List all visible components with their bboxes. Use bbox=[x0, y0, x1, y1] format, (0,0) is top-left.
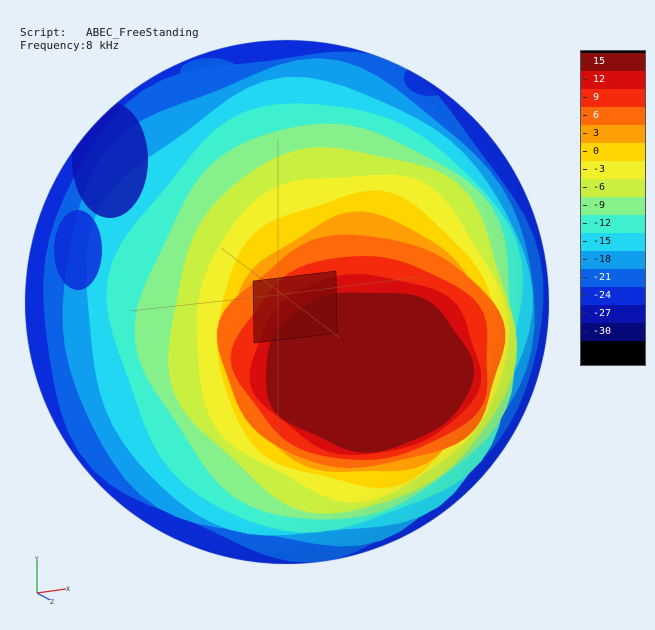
axis-x-label: X bbox=[66, 586, 70, 593]
color-legend: 15 12 9 6 3 0 -3 -6 -9 -12 -15 -18 -21 -24 -27 -30 bbox=[580, 50, 646, 366]
legend-tick bbox=[583, 187, 587, 188]
legend-level-label: -12 bbox=[593, 218, 612, 229]
legend-level: -18 bbox=[581, 251, 645, 269]
legend-level-label: 0 bbox=[593, 146, 600, 157]
legend-tick bbox=[583, 169, 587, 170]
legend-tick bbox=[583, 151, 587, 152]
legend-tick bbox=[583, 133, 587, 134]
frequency-label: Frequency: bbox=[20, 39, 87, 52]
legend-level-label: -3 bbox=[593, 164, 606, 175]
axis-triad: Y X Z bbox=[34, 556, 70, 606]
info-panel: Script: ABEC_FreeStanding Frequency:8 kHz bbox=[20, 26, 199, 52]
script-line: Script: ABEC_FreeStanding bbox=[20, 26, 199, 39]
legend-level: -27 bbox=[581, 305, 645, 323]
legend-level: 6 bbox=[581, 107, 645, 125]
legend-tick bbox=[583, 313, 587, 314]
legend-level: -21 bbox=[581, 269, 645, 287]
legend-level-label: 15 bbox=[593, 56, 606, 67]
legend-tick bbox=[583, 223, 587, 224]
axis-y-label: Y bbox=[34, 556, 39, 563]
legend-level: 12 bbox=[581, 71, 645, 89]
legend-level: -30 bbox=[581, 323, 645, 341]
legend-tick bbox=[583, 259, 587, 260]
legend-tick bbox=[583, 61, 587, 62]
legend-level: -6 bbox=[581, 179, 645, 197]
legend-level-label: 9 bbox=[593, 92, 600, 103]
legend-level: 0 bbox=[581, 143, 645, 161]
legend-level-label: -15 bbox=[593, 236, 612, 247]
legend-level-label: 3 bbox=[593, 128, 600, 139]
legend-level: -15 bbox=[581, 233, 645, 251]
script-label: Script: bbox=[20, 26, 67, 39]
axis-z-label: Z bbox=[50, 599, 54, 606]
legend-tick bbox=[583, 97, 587, 98]
legend-level-label: -6 bbox=[593, 182, 606, 193]
model-axes bbox=[129, 140, 429, 448]
legend-tick bbox=[583, 115, 587, 116]
legend-level: 9 bbox=[581, 89, 645, 107]
legend-level-label: 12 bbox=[593, 74, 606, 85]
legend-level: -24 bbox=[581, 287, 645, 305]
legend-level: 15 bbox=[581, 53, 645, 71]
legend-level-label: 6 bbox=[593, 110, 600, 121]
legend-level: 3 bbox=[581, 125, 645, 143]
legend-level: -3 bbox=[581, 161, 645, 179]
script-value: ABEC_FreeStanding bbox=[86, 26, 199, 39]
legend-level: -9 bbox=[581, 197, 645, 215]
frequency-value: 8 kHz bbox=[86, 39, 120, 52]
legend-level-label: -27 bbox=[593, 308, 612, 319]
legend-level-label: -18 bbox=[593, 254, 612, 265]
driver-box bbox=[252, 270, 338, 344]
legend-level-label: -30 bbox=[593, 326, 612, 337]
legend-tick bbox=[583, 79, 587, 80]
frequency-line: Frequency:8 kHz bbox=[20, 39, 199, 52]
sphere-outline bbox=[24, 39, 550, 565]
legend-tick bbox=[583, 331, 587, 332]
legend-level-label: -9 bbox=[593, 200, 606, 211]
legend-tick bbox=[583, 241, 587, 242]
legend-level-label: -24 bbox=[593, 290, 612, 301]
legend-tick bbox=[583, 205, 587, 206]
legend-tick bbox=[583, 295, 587, 296]
legend-level: -12 bbox=[581, 215, 645, 233]
legend-level-label: -21 bbox=[593, 272, 612, 283]
legend-tick bbox=[583, 277, 587, 278]
